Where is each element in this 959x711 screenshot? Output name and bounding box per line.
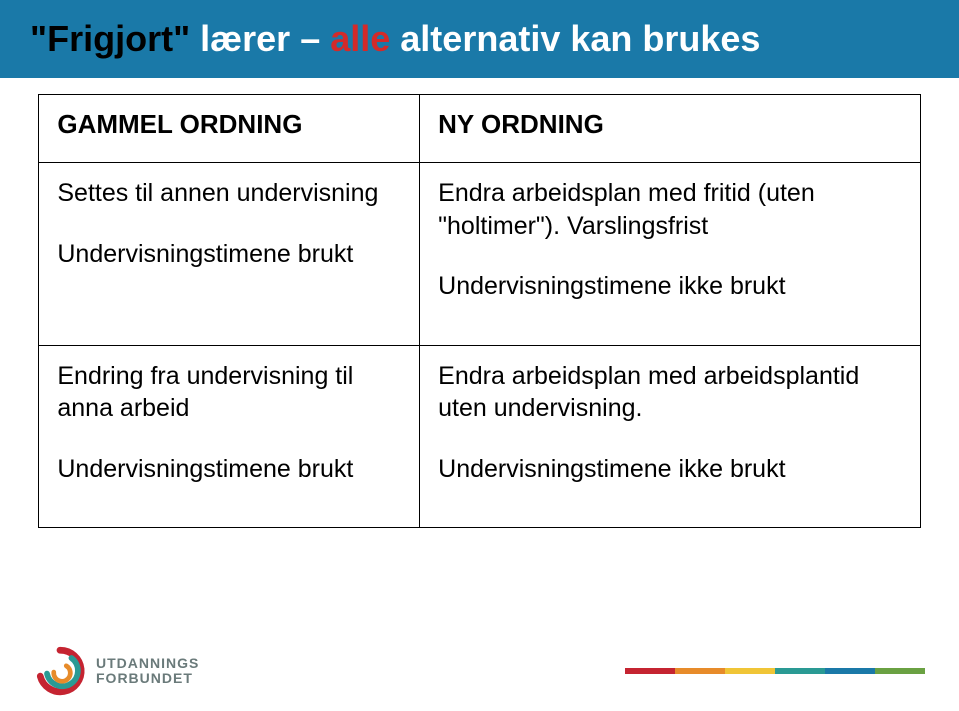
cell-text: Undervisningstimene brukt: [57, 453, 401, 486]
color-stripes: [625, 668, 925, 674]
stripe: [675, 668, 725, 674]
cell-text: Endra arbeidsplan med arbeidsplantid ute…: [438, 360, 901, 425]
cell-text: Endring fra undervisning til anna arbeid: [57, 360, 401, 425]
comparison-table: GAMMEL ORDNING NY ORDNING Settes til ann…: [38, 94, 920, 528]
header-left: GAMMEL ORDNING: [39, 95, 420, 163]
brand-logo: UTDANNINGS FORBUNDET: [34, 645, 199, 697]
cell-text: Settes til annen undervisning: [57, 177, 401, 210]
logo-line2: FORBUNDET: [96, 671, 199, 686]
table-header-row: GAMMEL ORDNING NY ORDNING: [39, 95, 920, 163]
stripe: [875, 668, 925, 674]
title-quote-close: ": [173, 18, 190, 59]
cell-left-2: Endring fra undervisning til anna arbeid…: [39, 345, 420, 528]
cell-right-1: Endra arbeidsplan med fritid (uten "holt…: [420, 163, 920, 346]
title-quote-open: ": [30, 18, 47, 59]
title-rest: alternativ kan brukes: [390, 18, 760, 59]
cell-text: Undervisningstimene brukt: [57, 238, 401, 271]
logo-swirl-icon: [34, 645, 86, 697]
cell-right-2: Endra arbeidsplan med arbeidsplantid ute…: [420, 345, 920, 528]
title-word-frigjort: Frigjort: [47, 18, 173, 59]
slide-title-bar: "Frigjort" lærer – alle alternativ kan b…: [0, 0, 959, 78]
cell-left-1: Settes til annen undervisning Undervisni…: [39, 163, 420, 346]
stripe: [725, 668, 775, 674]
table-row: Settes til annen undervisning Undervisni…: [39, 163, 920, 346]
cell-text: Endra arbeidsplan med fritid (uten "holt…: [438, 177, 901, 242]
stripe: [775, 668, 825, 674]
logo-line1: UTDANNINGS: [96, 656, 199, 671]
cell-text: Undervisningstimene ikke brukt: [438, 453, 901, 486]
header-right: NY ORDNING: [420, 95, 920, 163]
slide-footer: UTDANNINGS FORBUNDET: [0, 631, 959, 711]
cell-text: Undervisningstimene ikke brukt: [438, 270, 901, 303]
stripe: [625, 668, 675, 674]
logo-text: UTDANNINGS FORBUNDET: [96, 656, 199, 687]
title-laerer: lærer –: [190, 18, 330, 59]
title-word-alle: alle: [330, 18, 390, 59]
stripe: [825, 668, 875, 674]
table-row: Endring fra undervisning til anna arbeid…: [39, 345, 920, 528]
